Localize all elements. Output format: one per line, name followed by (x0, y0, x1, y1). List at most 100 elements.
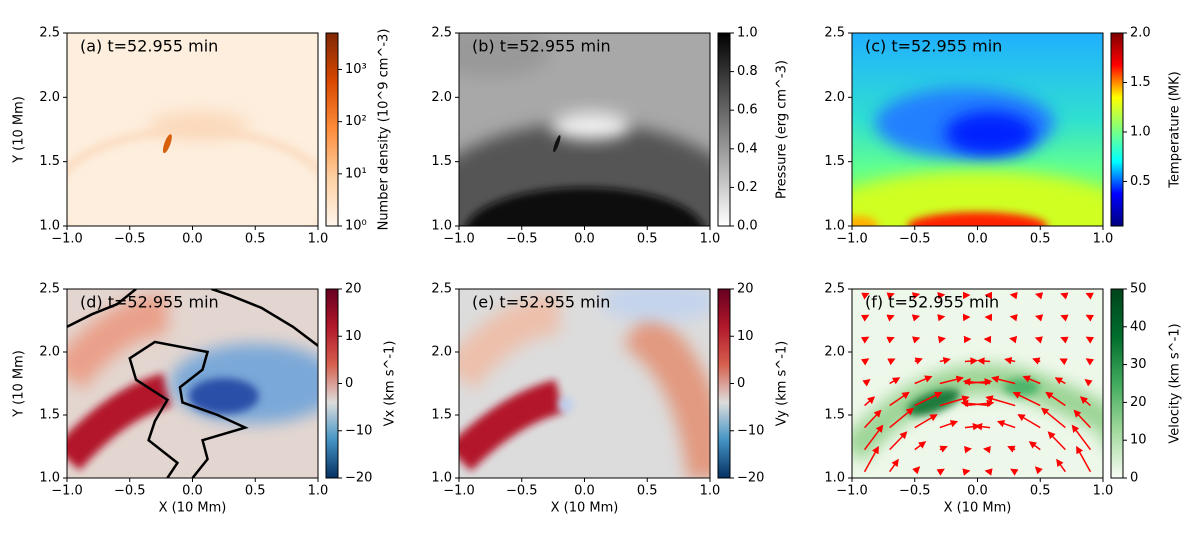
panel: (d) t=52.955 min −1.0 −0.5 0.0 0.5 1.0 1.0 1.5 2… (12, 282, 398, 516)
colorbar-tick-label: 10 (737, 329, 754, 344)
colorbar-tick-label: 1.0 (737, 26, 758, 41)
heatmap-image (67, 289, 318, 478)
y-tick-label: 2.5 (431, 26, 452, 41)
y-tick-label: 2.5 (431, 282, 452, 297)
panel-title: (c) t=52.955 min (865, 37, 1002, 56)
x-tick-label: 0.0 (967, 484, 988, 499)
y-tick-label: 2.5 (824, 282, 845, 297)
colorbar (1110, 32, 1124, 227)
x-tick-label: −1.0 (443, 484, 475, 499)
x-tick-label: −0.5 (899, 232, 931, 247)
panel: (a) t=52.955 min −1.0 −0.5 0.0 0.5 1.0 1.0 1.5 2… (12, 26, 392, 247)
x-tick-label: 0.5 (245, 484, 266, 499)
panel: (c) t=52.955 min −1.0 −0.5 0.0 0.5 1.0 1.0 1.5 2… (824, 26, 1182, 247)
colorbar-tick-label: 0.5 (1130, 174, 1151, 189)
colorbar-tick-label: 1.0 (1130, 124, 1151, 139)
y-tick-label: 1.0 (39, 471, 60, 486)
y-tick-label: 1.5 (824, 154, 845, 169)
colorbar-tick-label: 0.4 (737, 141, 758, 156)
colorbar-tick-label: 0.0 (737, 219, 758, 234)
x-tick-label: −1.0 (836, 232, 868, 247)
colorbar-tick-label: 20 (737, 282, 754, 297)
x-tick-label: 1.0 (308, 232, 329, 247)
colorbar-tick-label: −20 (345, 471, 372, 486)
heatmap-image (67, 33, 318, 226)
heatmap-image (459, 289, 710, 478)
y-tick-label: 2.5 (39, 26, 60, 41)
x-axis-label: X (10 Mm) (551, 501, 619, 516)
y-tick-label: 2.0 (824, 90, 845, 105)
colorbar (717, 32, 731, 227)
colorbar-tick-label: 1.5 (1130, 75, 1151, 90)
x-tick-label: 1.0 (700, 232, 721, 247)
panel: (b) t=52.955 min −1.0 −0.5 0.0 0.5 1.0 1.0 1.5 2… (431, 26, 790, 247)
y-tick-label: 2.5 (824, 26, 845, 41)
colorbar-label: Vy (km s^-1) (775, 341, 790, 426)
colorbar-tick-label: 0 (345, 376, 353, 391)
y-tick-label: 2.0 (431, 345, 452, 360)
colorbar-tick-label: −10 (737, 423, 764, 438)
colorbar-tick-label: −10 (345, 423, 372, 438)
colorbar-tick-label: 0.6 (737, 103, 758, 118)
heatmap-image (852, 33, 1103, 226)
colorbar-tick-label: −20 (737, 471, 764, 486)
x-tick-label: 0.5 (637, 484, 658, 499)
x-axis-label: X (10 Mm) (944, 501, 1012, 516)
x-tick-label: −0.5 (506, 232, 538, 247)
y-tick-label: 1.0 (431, 219, 452, 234)
y-tick-label: 1.0 (39, 219, 60, 234)
colorbar-tick-label: 2.0 (1130, 26, 1151, 41)
panel-title: (e) t=52.955 min (472, 293, 610, 312)
colorbar-tick-label: 10³ (345, 62, 367, 77)
colorbar-tick-label: 40 (1130, 319, 1147, 334)
colorbar-tick-label: 0 (1130, 471, 1138, 486)
x-tick-label: 0.5 (245, 232, 266, 247)
x-tick-label: 0.5 (637, 232, 658, 247)
y-tick-label: 1.5 (431, 408, 452, 423)
colorbar-tick-label: 50 (1130, 282, 1147, 297)
y-tick-label: 1.5 (39, 154, 60, 169)
heatmap-image (459, 33, 710, 226)
panel: (e) t=52.955 min −1.0 −0.5 0.0 0.5 1.0 1.0 1.5 2… (431, 282, 789, 516)
x-tick-label: 0.5 (1030, 484, 1051, 499)
y-tick-label: 2.0 (39, 90, 60, 105)
x-tick-label: 1.0 (1093, 232, 1114, 247)
panel-title: (f) t=52.955 min (865, 293, 999, 312)
colorbar (1110, 288, 1124, 479)
x-tick-label: 0.0 (182, 232, 203, 247)
panel-title: (d) t=52.955 min (80, 293, 219, 312)
colorbar-tick-label: 30 (1130, 357, 1147, 372)
y-tick-label: 1.5 (431, 154, 452, 169)
x-tick-label: 1.0 (700, 484, 721, 499)
colorbar-label: Pressure (erg cm^-3) (775, 60, 790, 199)
colorbar-tick-label: 10 (1130, 433, 1147, 448)
x-tick-label: 0.0 (967, 232, 988, 247)
y-tick-label: 1.0 (431, 471, 452, 486)
y-tick-label: 1.5 (824, 408, 845, 423)
x-tick-label: −0.5 (114, 484, 146, 499)
colorbar (325, 288, 339, 479)
x-tick-label: −1.0 (51, 484, 83, 499)
panel-title: (b) t=52.955 min (472, 37, 611, 56)
colorbar (717, 288, 731, 479)
colorbar-tick-label: 0 (737, 376, 745, 391)
colorbar-tick-label: 0.2 (737, 180, 758, 195)
colorbar-tick-label: 20 (1130, 395, 1147, 410)
y-tick-label: 2.5 (39, 282, 60, 297)
colorbar-tick-label: 10² (345, 114, 367, 129)
x-tick-label: −1.0 (51, 232, 83, 247)
x-tick-label: 0.0 (574, 232, 595, 247)
x-tick-label: −0.5 (114, 232, 146, 247)
x-tick-label: 1.0 (1093, 484, 1114, 499)
colorbar (325, 32, 339, 227)
y-tick-label: 1.0 (824, 219, 845, 234)
colorbar-label: Vx (km s^-1) (383, 341, 398, 427)
panel-title: (a) t=52.955 min (80, 37, 218, 56)
y-tick-label: 1.0 (824, 471, 845, 486)
x-tick-label: 0.0 (574, 484, 595, 499)
x-tick-label: −0.5 (506, 484, 538, 499)
x-tick-label: 0.5 (1030, 232, 1051, 247)
colorbar-tick-label: 10⁰ (345, 219, 367, 234)
panel: (f) t=52.955 min −1.0 −0.5 0.0 0.5 1.0 1.0 1.5 2… (824, 282, 1182, 516)
colorbar-label: Velocity (km s^-1) (1168, 323, 1183, 443)
